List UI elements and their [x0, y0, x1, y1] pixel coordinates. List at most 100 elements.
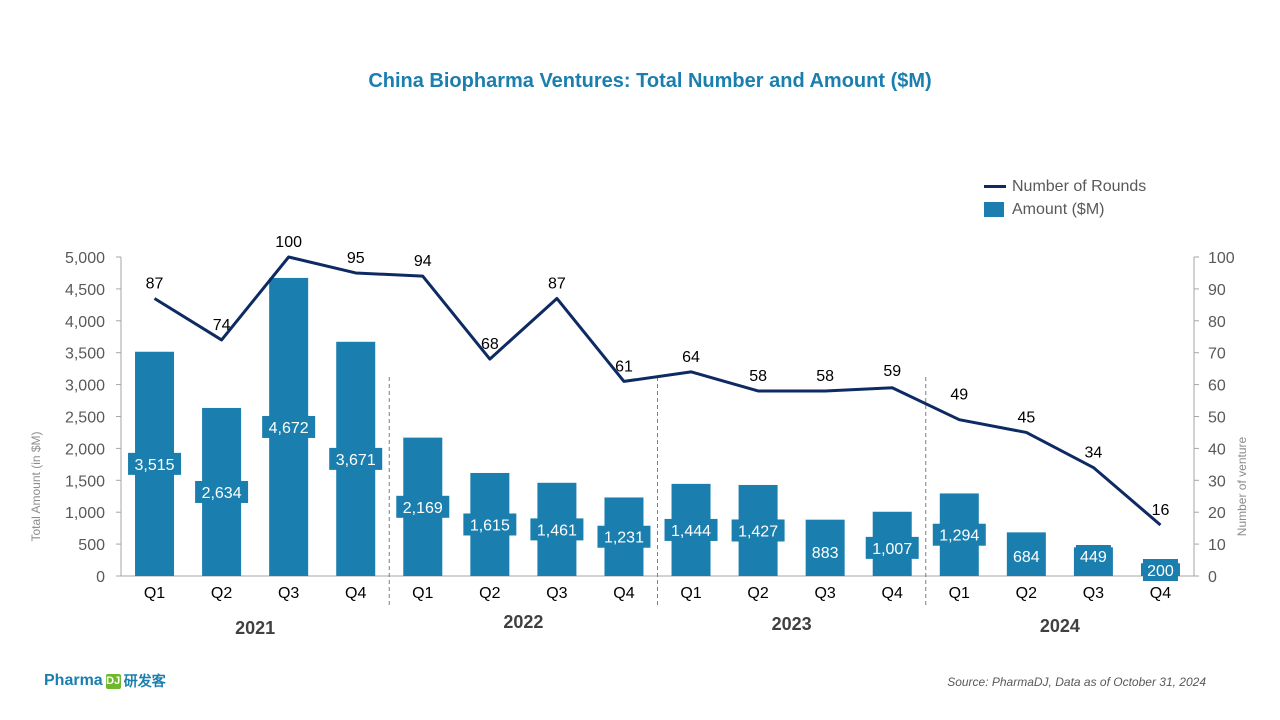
x-tick-label: Q2	[479, 585, 500, 602]
legend-label-rounds: Number of Rounds	[1012, 177, 1147, 195]
rounds-label: 58	[816, 368, 834, 385]
legend-label-amount: Amount ($M)	[1012, 200, 1105, 218]
rounds-label: 68	[481, 336, 499, 353]
y-right-tick-label: 50	[1208, 410, 1226, 427]
x-tick-label: Q1	[949, 585, 970, 602]
amount-label: 1,461	[537, 522, 577, 539]
y-right-tick-label: 20	[1208, 505, 1226, 522]
amount-label-box	[1075, 545, 1111, 567]
x-tick-label: Q1	[144, 585, 165, 602]
x-tick-label: Q2	[211, 585, 232, 602]
amount-label-box	[731, 519, 785, 542]
y-axis-left-label: Total Amount (in $M)	[29, 431, 43, 541]
year-label: 2021	[235, 618, 275, 638]
amount-label: 3,515	[135, 457, 175, 474]
amount-label: 1,427	[738, 523, 778, 540]
rounds-label: 16	[1152, 502, 1170, 519]
y-left-tick-label: 2,000	[65, 441, 105, 458]
amount-label: 2,169	[403, 500, 443, 517]
x-tick-label: Q3	[546, 585, 567, 602]
rounds-label: 45	[1017, 409, 1035, 426]
x-tick-label: Q4	[345, 585, 366, 602]
y-right-tick-label: 10	[1208, 537, 1226, 554]
x-tick-label: Q3	[814, 585, 835, 602]
year-label: 2023	[772, 614, 812, 634]
amount-label: 1,444	[671, 523, 711, 540]
rounds-label: 59	[883, 363, 901, 380]
amount-label-box	[865, 536, 919, 559]
chart-legend: Number of Rounds Amount ($M)	[984, 175, 1146, 221]
y-left-tick-label: 3,000	[65, 378, 105, 395]
x-tick-label: Q2	[1016, 585, 1037, 602]
y-left-tick-label: 4,000	[65, 314, 105, 331]
y-left-tick-label: 3,500	[65, 346, 105, 363]
y-left-tick-label: 4,500	[65, 282, 105, 299]
brand-cn: 研发客	[123, 673, 166, 689]
rounds-label: 87	[548, 275, 566, 292]
amount-label-box	[1142, 559, 1178, 581]
brand-mark: DJ	[105, 673, 121, 689]
amount-label: 1,231	[604, 530, 644, 547]
y-right-tick-label: 80	[1208, 314, 1226, 331]
amount-label: 1,615	[470, 517, 510, 534]
amount-label: 883	[812, 545, 839, 562]
chart-title: China Biopharma Ventures: Total Number a…	[368, 70, 932, 92]
legend-bar-swatch	[984, 202, 1004, 217]
brand-logo: Pharma DJ 研发客	[44, 671, 166, 691]
rounds-line	[153, 255, 1162, 527]
y-right-tick-label: 30	[1208, 473, 1226, 490]
y-left-tick-label: 1,000	[65, 505, 105, 522]
amount-label: 1,294	[939, 528, 979, 545]
year-label: 2022	[503, 612, 543, 632]
x-tick-label: Q4	[882, 585, 903, 602]
source-note: Source: PharmaDJ, Data as of October 31,…	[947, 675, 1206, 689]
rounds-label: 95	[347, 250, 365, 267]
x-tick-label: Q3	[1083, 585, 1104, 602]
y-left-tick-label: 0	[96, 569, 105, 586]
rounds-label: 49	[950, 387, 968, 404]
rounds-label: 100	[275, 234, 302, 251]
legend-item-amount: Amount ($M)	[984, 198, 1146, 221]
amount-label-box	[597, 525, 651, 548]
y-right-tick-label: 40	[1208, 441, 1226, 458]
amount-label-box	[262, 415, 316, 438]
y-right-tick-label: 70	[1208, 346, 1226, 363]
year-label: 2024	[1040, 616, 1080, 636]
amount-label-box	[1008, 545, 1044, 567]
x-tick-label: Q3	[278, 585, 299, 602]
brand-name: Pharma	[44, 672, 103, 689]
amount-label-box	[807, 540, 843, 563]
amount-label: 1,007	[872, 541, 912, 558]
amount-label-box	[396, 495, 450, 518]
rounds-label: 34	[1085, 445, 1103, 462]
y-right-tick-label: 100	[1208, 250, 1235, 267]
legend-item-rounds: Number of Rounds	[984, 175, 1146, 198]
amount-label: 3,671	[336, 452, 376, 469]
amount-label: 2,634	[202, 485, 242, 502]
rounds-label: 64	[682, 349, 700, 366]
amount-label-box	[128, 452, 182, 475]
y-left-tick-label: 1,500	[65, 473, 105, 490]
amount-label-box	[530, 518, 584, 541]
amount-label-box	[195, 480, 249, 503]
rounds-label: 74	[213, 317, 231, 334]
y-right-tick-label: 0	[1208, 569, 1217, 586]
amount-label: 200	[1147, 563, 1174, 580]
rounds-label: 61	[615, 358, 633, 375]
y-left-tick-label: 2,500	[65, 410, 105, 427]
y-left-tick-label: 500	[78, 537, 105, 554]
amount-label-box	[463, 513, 517, 536]
y-right-tick-label: 60	[1208, 378, 1226, 395]
x-tick-label: Q4	[1150, 585, 1171, 602]
rounds-label: 87	[146, 275, 164, 292]
x-tick-label: Q2	[747, 585, 768, 602]
amount-label: 4,672	[269, 420, 309, 437]
x-tick-label: Q4	[613, 585, 634, 602]
amount-label-box	[664, 518, 718, 541]
rounds-label: 94	[414, 253, 432, 270]
amount-label: 449	[1080, 549, 1107, 566]
amount-label: 684	[1013, 549, 1040, 566]
amount-label-box	[932, 523, 986, 546]
x-tick-label: Q1	[412, 585, 433, 602]
